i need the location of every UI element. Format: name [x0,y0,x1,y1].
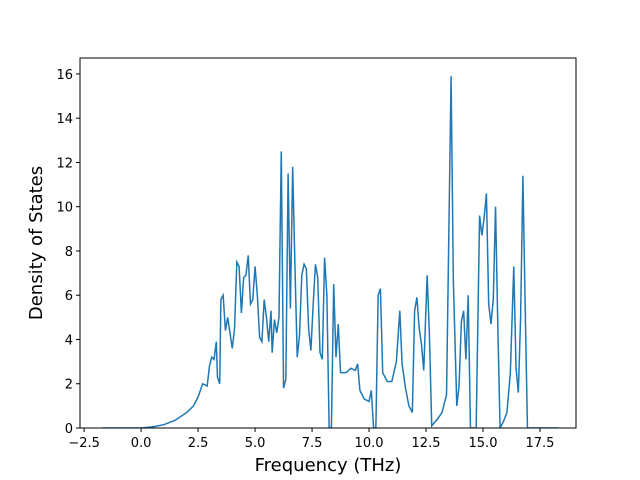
x-tick-label: 7.5 [302,436,323,451]
x-tick-label: 15.0 [469,436,498,451]
y-tick-label: 4 [65,333,73,348]
y-axis-label: Density of States [26,166,47,320]
x-tick-label: 2.5 [188,436,209,451]
x-tick-label: 10.0 [355,436,384,451]
y-tick-label: 0 [65,422,73,437]
y-tick-label: 8 [65,245,73,260]
x-tick-label: −2.5 [68,436,100,451]
x-tick-label: 0.0 [131,436,152,451]
y-tick-label: 16 [56,68,73,83]
x-tick-label: 12.5 [412,436,441,451]
plot-frame [79,57,577,429]
y-tick-label: 10 [56,201,73,216]
y-tick-label: 14 [56,112,73,127]
x-tick-label: 17.5 [526,436,555,451]
y-tick-label: 2 [65,378,73,393]
x-axis-label: Frequency (THz) [255,455,402,476]
y-tick-label: 12 [56,156,73,171]
x-tick-label: 5.0 [245,436,266,451]
y-tick-label: 6 [65,289,73,304]
line [102,76,559,428]
